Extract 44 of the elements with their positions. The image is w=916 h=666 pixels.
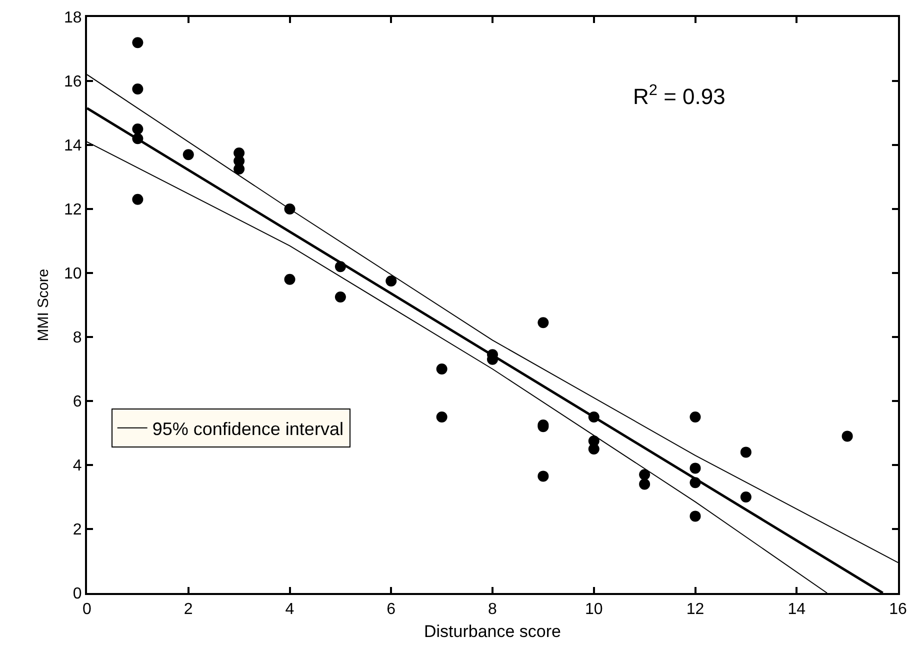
y-tick-label: 6 <box>72 394 82 411</box>
point <box>690 462 701 474</box>
point <box>132 194 144 205</box>
point <box>334 292 346 302</box>
x-tick-label: 14 <box>788 601 806 618</box>
point <box>639 469 650 480</box>
point <box>436 364 448 374</box>
y-tick-label: 16 <box>64 74 82 91</box>
y-tick-label: 0 <box>72 586 82 603</box>
point <box>284 274 296 285</box>
point <box>690 412 701 422</box>
point <box>386 276 397 286</box>
y-tick-label: 8 <box>72 330 82 347</box>
y-tick-label: 14 <box>64 138 82 155</box>
legend-label: 95% confidence interval <box>152 418 344 439</box>
y-axis-title: MMI Score <box>34 268 52 342</box>
point <box>132 37 144 48</box>
x-tick-label: 2 <box>184 601 193 618</box>
point <box>842 430 853 442</box>
x-tick-label: 10 <box>584 601 603 618</box>
point <box>690 510 701 522</box>
point <box>182 149 194 160</box>
point <box>740 446 752 458</box>
point <box>639 478 650 490</box>
x-tick-label: 16 <box>889 601 907 618</box>
x-tick-label: 8 <box>488 601 498 618</box>
point <box>538 317 549 328</box>
y-tick-label: 10 <box>64 266 82 283</box>
annotation: R$^{2}$ = 0.93 <box>633 82 726 110</box>
x-tick-label: 12 <box>686 601 704 618</box>
y-tick-label: 4 <box>72 458 82 475</box>
point <box>132 84 144 94</box>
x-axis-title: Disturbance score <box>424 622 562 642</box>
x-tick-label: 4 <box>285 601 294 618</box>
point <box>234 164 245 174</box>
x-tick-label: 6 <box>386 601 396 618</box>
y-tick-label: 18 <box>64 10 82 27</box>
point <box>588 444 600 454</box>
y-tick-label: 2 <box>72 522 82 539</box>
y-tick-label: 12 <box>64 202 82 219</box>
point <box>538 470 549 482</box>
point <box>436 412 448 422</box>
point <box>132 124 144 134</box>
point <box>740 492 752 502</box>
